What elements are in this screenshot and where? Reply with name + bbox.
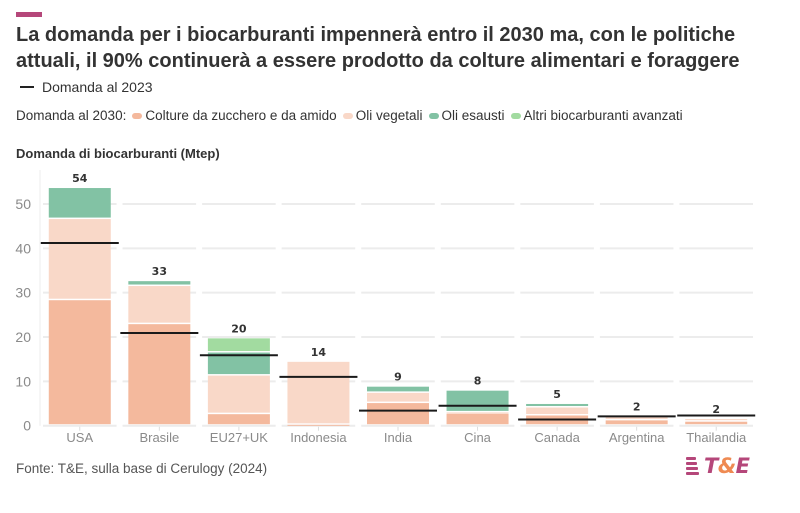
total-label: 2 <box>712 403 720 416</box>
bar-usa-waste-oils <box>48 188 111 218</box>
bar-brasile-sugar-starch <box>128 324 191 425</box>
bar-thailandia-vegetable-oils <box>685 419 748 421</box>
total-label: 33 <box>152 265 167 278</box>
y-tick-label: 0 <box>23 418 31 434</box>
legend-label-vegetable-oils: Oli vegetali <box>355 108 423 123</box>
bar-cina-waste-oils <box>446 390 509 411</box>
total-label: 8 <box>474 375 482 388</box>
legend-2023-label: Domanda al 2023 <box>42 79 153 95</box>
x-tick-label: USA <box>66 430 93 445</box>
legend-label-advanced: Altri biocarburanti avanzati <box>523 108 683 123</box>
y-tick-label: 10 <box>15 373 31 389</box>
legend-label-sugar-starch: Colture da zucchero e da amido <box>145 108 337 123</box>
legend-prefix: Domanda al 2030: <box>16 108 127 123</box>
x-tick-label: Indonesia <box>290 430 347 445</box>
bar-canada-vegetable-oils <box>526 407 589 415</box>
total-label: 14 <box>311 346 327 359</box>
bar-indonesia-sugar-starch <box>287 424 350 426</box>
total-label: 5 <box>553 388 561 401</box>
line-legend-icon <box>20 86 34 88</box>
total-label: 2 <box>633 400 641 413</box>
logo-text: T&E <box>704 454 750 478</box>
accent-bar <box>16 12 42 17</box>
x-tick-label: Cina <box>464 430 492 445</box>
x-tick-label: EU27+UK <box>210 430 268 445</box>
logo-stripes-icon <box>686 457 699 475</box>
bar-brasile-vegetable-oils <box>128 286 191 323</box>
y-tick-label: 40 <box>15 240 31 256</box>
y-tick-label: 20 <box>15 329 31 345</box>
source-note: Fonte: T&E, sulla base di Cerulogy (2024… <box>16 461 268 476</box>
legend-label-waste-oils: Oli esausti <box>441 108 505 123</box>
x-tick-label: Argentina <box>609 430 665 445</box>
total-label: 54 <box>72 172 88 185</box>
bar-argentina-vegetable-oils <box>605 416 668 419</box>
legend-2030: Domanda al 2030: Colture da zucchero e d… <box>16 108 683 124</box>
y-tick-label: 30 <box>15 285 31 301</box>
legend-swatch-sugar-starch-icon <box>132 113 143 119</box>
bar-cina-sugar-starch <box>446 413 509 425</box>
y-tick-label: 50 <box>15 196 31 212</box>
bar-thailandia-sugar-starch <box>685 421 748 425</box>
bar-eu27-uk-vegetable-oils <box>207 375 270 413</box>
legend-swatch-advanced-icon <box>510 113 521 119</box>
bar-usa-sugar-starch <box>48 300 111 425</box>
bar-argentina-sugar-starch <box>605 420 668 425</box>
x-tick-label: Thailandia <box>686 430 747 445</box>
chart-title: La domanda per i biocarburanti impennerà… <box>16 24 740 72</box>
bar-india-sugar-starch <box>367 403 429 425</box>
bar-indonesia-vegetable-oils <box>287 361 350 424</box>
total-label: 20 <box>231 322 247 335</box>
x-tick-label: Brasile <box>139 430 179 445</box>
bar-brasile-waste-oils <box>128 281 191 285</box>
bar-usa-vegetable-oils <box>48 219 111 299</box>
bar-cina-vegetable-oils <box>446 412 509 414</box>
bar-india-waste-oils <box>367 386 429 392</box>
te-logo: T&E <box>686 454 750 478</box>
bar-eu27-uk-advanced <box>207 338 270 352</box>
bar-eu27-uk-sugar-starch <box>207 414 270 425</box>
bar-eu27-uk-waste-oils <box>207 352 270 375</box>
total-label: 9 <box>394 371 402 384</box>
bar-india-vegetable-oils <box>367 392 429 402</box>
legend-swatch-waste-oils-icon <box>428 113 439 119</box>
legend-swatch-vegetable-oils-icon <box>342 113 353 119</box>
y-axis-label: Domanda di biocarburanti (Mtep) <box>16 146 220 161</box>
legend-2023: Domanda al 2023 <box>20 79 153 95</box>
bar-canada-waste-oils <box>526 403 589 407</box>
x-tick-label: Canada <box>534 430 580 445</box>
x-tick-label: India <box>384 430 413 445</box>
